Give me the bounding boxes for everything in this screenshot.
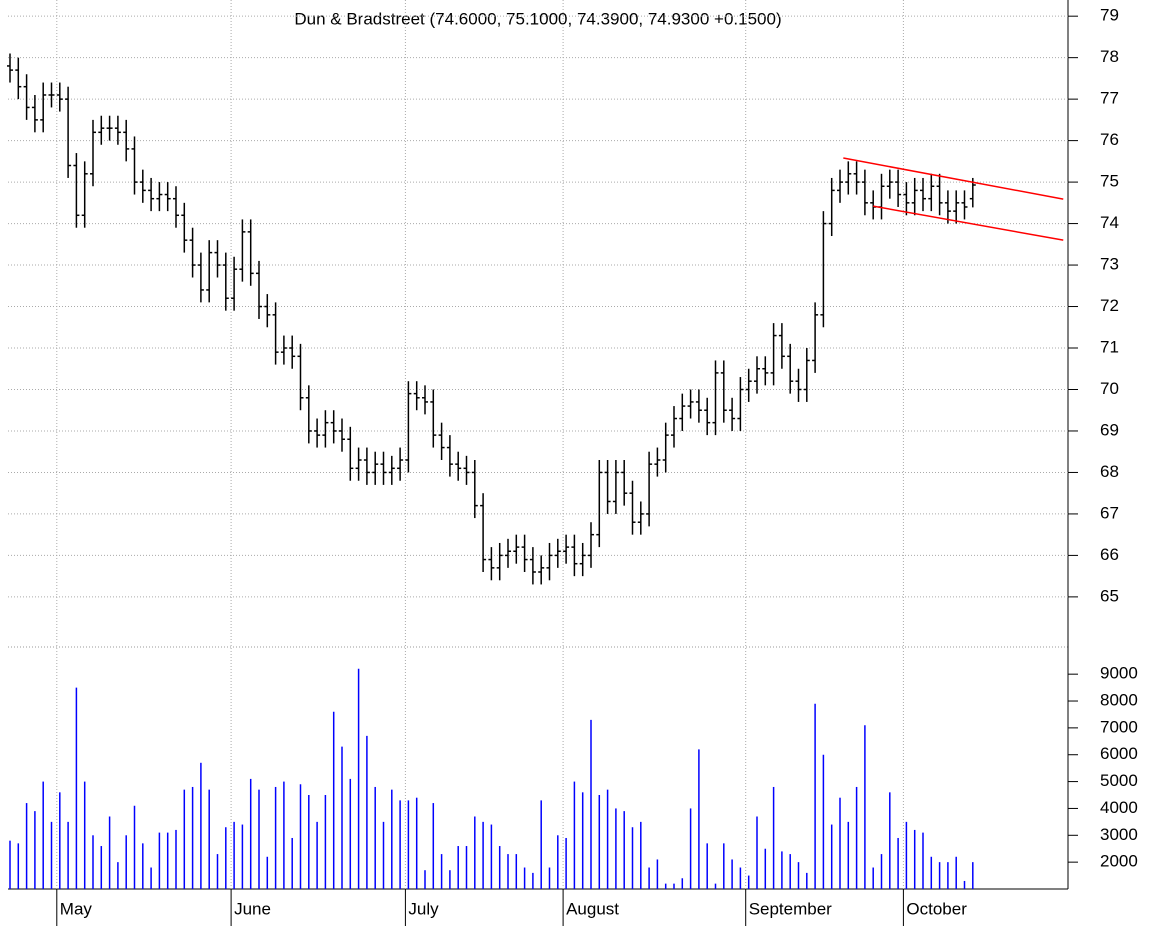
y-tick-label: 7000 <box>1100 717 1138 736</box>
y-tick-label: 65 <box>1100 586 1119 605</box>
y-tick-label: 5000 <box>1100 771 1138 790</box>
x-tick-label: August <box>566 899 619 918</box>
y-tick-label: 70 <box>1100 379 1119 398</box>
x-tick-label: May <box>60 899 93 918</box>
y-tick-label: 2000 <box>1100 852 1138 871</box>
x-tick-label: September <box>749 899 832 918</box>
y-tick-label: 78 <box>1100 47 1119 66</box>
y-tick-label: 6000 <box>1100 744 1138 763</box>
y-tick-label: 74 <box>1100 213 1119 232</box>
y-tick-label: 73 <box>1100 255 1119 274</box>
y-tick-label: 76 <box>1100 130 1119 149</box>
y-tick-label: 75 <box>1100 172 1119 191</box>
x-tick-label: July <box>408 899 439 918</box>
y-tick-label: 69 <box>1100 420 1119 439</box>
trend-line <box>873 205 1064 241</box>
trend-line <box>843 157 1064 200</box>
y-tick-label: 79 <box>1100 6 1119 25</box>
y-tick-label: 9000 <box>1100 664 1138 683</box>
y-tick-label: 67 <box>1100 503 1119 522</box>
y-tick-label: 3000 <box>1100 825 1138 844</box>
y-tick-label: 77 <box>1100 89 1119 108</box>
y-tick-label: 8000 <box>1100 691 1138 710</box>
y-tick-label: 72 <box>1100 296 1119 315</box>
chart-title: Dun & Bradstreet (74.6000, 75.1000, 74.3… <box>294 9 781 28</box>
y-tick-label: 71 <box>1100 337 1119 356</box>
y-tick-label: 66 <box>1100 545 1119 564</box>
y-tick-label: 68 <box>1100 462 1119 481</box>
x-tick-label: October <box>906 899 967 918</box>
y-tick-label: 4000 <box>1100 798 1138 817</box>
x-tick-label: June <box>234 899 271 918</box>
